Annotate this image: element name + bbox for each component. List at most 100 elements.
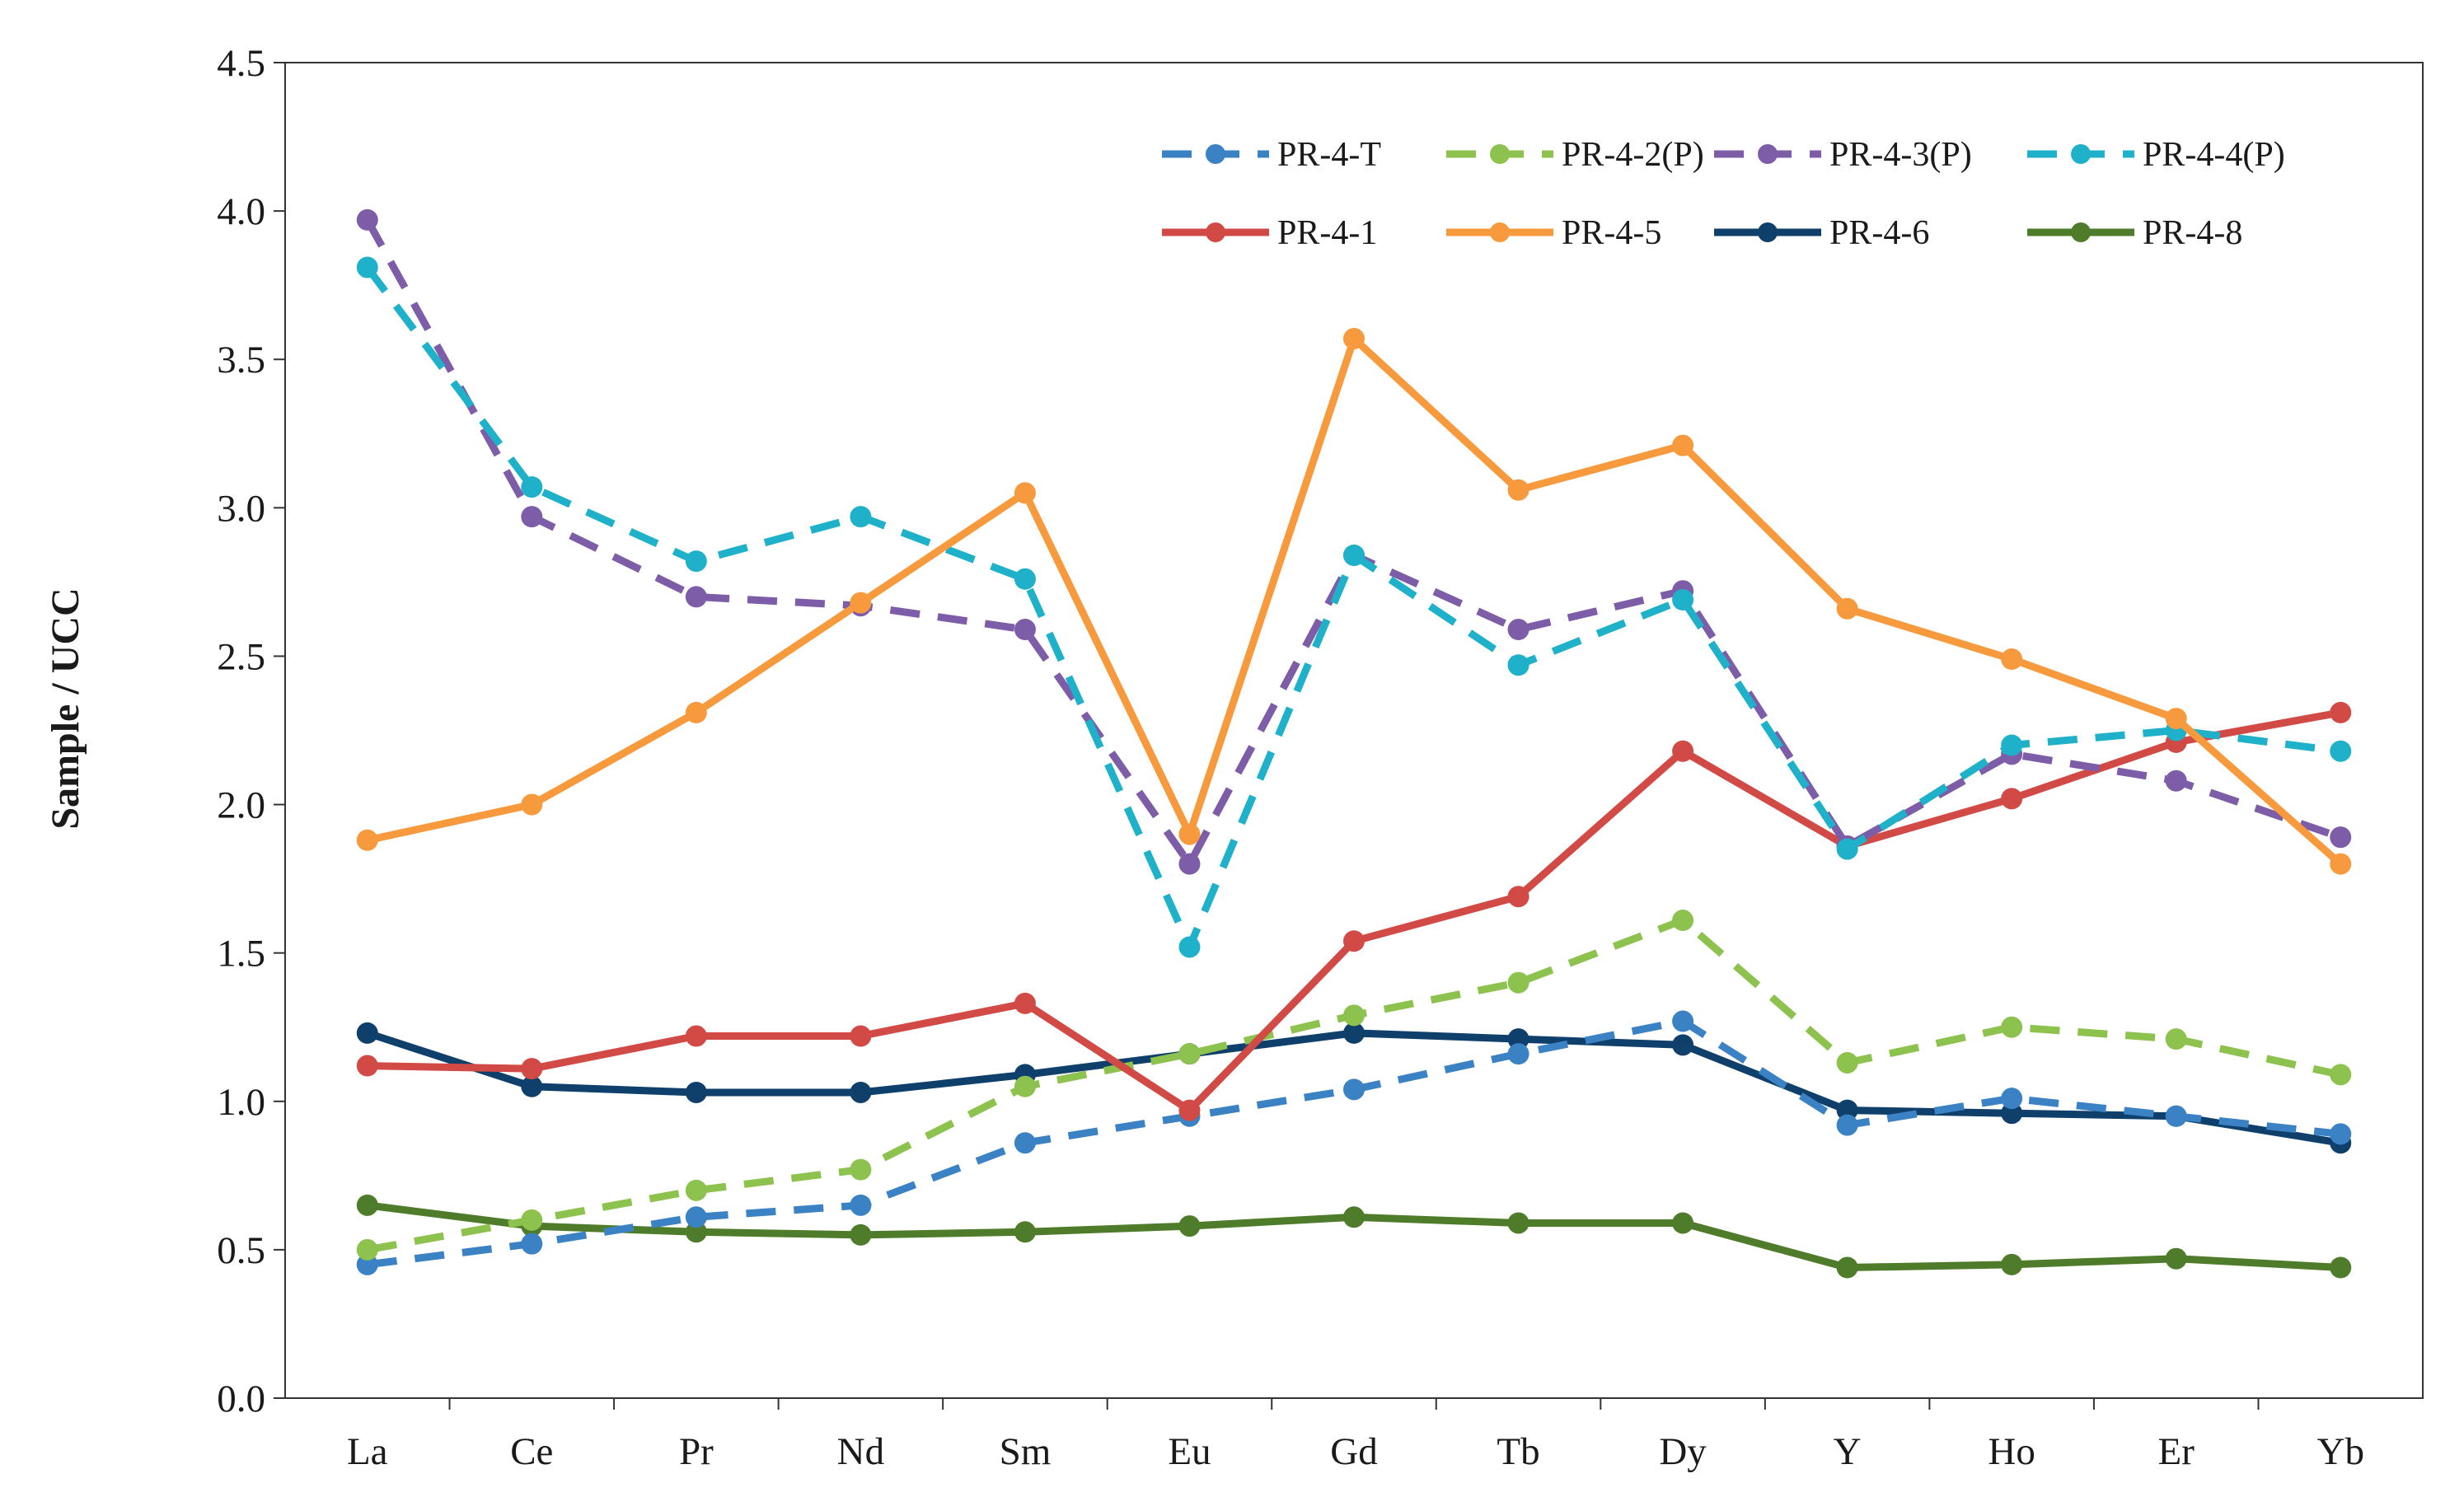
y-tick-label: 1.0 bbox=[217, 1081, 265, 1124]
data-point bbox=[685, 550, 707, 573]
legend-item: PR-4-1 bbox=[1162, 214, 1377, 252]
data-point bbox=[1672, 910, 1694, 932]
data-point bbox=[356, 1022, 378, 1044]
legend-label: PR-4-3(P) bbox=[1829, 136, 1972, 174]
legend-label: PR-4-5 bbox=[1562, 214, 1661, 252]
y-tick-label: 3.0 bbox=[217, 487, 265, 530]
data-point bbox=[356, 1055, 378, 1077]
data-point bbox=[2165, 1105, 2187, 1127]
data-point bbox=[521, 1233, 543, 1255]
y-tick-label: 3.5 bbox=[217, 339, 265, 381]
data-point bbox=[2330, 826, 2352, 849]
data-point bbox=[1836, 1051, 1858, 1074]
data-point bbox=[1014, 1221, 1036, 1243]
x-tick-label: Yb bbox=[2317, 1430, 2364, 1473]
data-point bbox=[1178, 823, 1201, 845]
data-point bbox=[850, 1081, 872, 1103]
y-tick-label: 4.0 bbox=[217, 190, 265, 233]
data-point bbox=[521, 1209, 543, 1231]
y-tick-label: 2.5 bbox=[217, 635, 265, 678]
legend-swatch-marker bbox=[1206, 144, 1225, 164]
data-point bbox=[1836, 838, 1858, 860]
legend-swatch-marker bbox=[1490, 222, 1510, 242]
data-point bbox=[2165, 770, 2187, 792]
data-point bbox=[1343, 544, 1365, 566]
data-point bbox=[1014, 1075, 1036, 1097]
series-layer bbox=[356, 208, 2352, 1279]
data-point bbox=[1672, 1212, 1694, 1234]
data-point bbox=[2330, 1064, 2352, 1086]
data-point bbox=[1836, 1256, 1858, 1279]
data-point bbox=[2330, 740, 2352, 762]
data-point bbox=[1672, 1010, 1694, 1032]
data-point bbox=[850, 1223, 872, 1246]
y-tick-label: 4.5 bbox=[217, 42, 265, 85]
x-tick-label: La bbox=[347, 1430, 388, 1473]
data-point bbox=[850, 1025, 872, 1047]
legend-swatch-marker bbox=[1206, 222, 1225, 242]
y-tick-label: 1.5 bbox=[217, 933, 265, 975]
data-point bbox=[356, 1253, 378, 1275]
data-point bbox=[1014, 568, 1036, 590]
data-point bbox=[356, 829, 378, 851]
data-point bbox=[1014, 1132, 1036, 1154]
data-point bbox=[2001, 1088, 2023, 1110]
axes: 0.0 0.5 1.0 1.5 2.0 2.5 3.0 3.5 4.0 4.5 La Ce Pr Nd Sm… bbox=[217, 42, 2424, 1473]
legend-swatch-marker bbox=[2071, 222, 2091, 242]
data-point bbox=[356, 256, 378, 278]
legend-swatch-marker bbox=[2071, 144, 2091, 164]
data-point bbox=[1836, 1099, 1858, 1121]
x-tick-label: Dy bbox=[1659, 1430, 1707, 1473]
data-point bbox=[1672, 740, 1694, 762]
data-point bbox=[2165, 708, 2187, 730]
data-point bbox=[1343, 1022, 1365, 1044]
data-point bbox=[685, 1081, 707, 1103]
data-point bbox=[850, 1158, 872, 1181]
data-point bbox=[1507, 1212, 1529, 1234]
y-tick-label: 0.0 bbox=[217, 1378, 265, 1420]
data-point bbox=[1178, 1099, 1201, 1121]
data-point bbox=[2001, 734, 2023, 756]
data-point bbox=[1014, 992, 1036, 1014]
legend-swatch-marker bbox=[1758, 144, 1778, 164]
data-point bbox=[685, 1206, 707, 1228]
legend-item: PR-4-6 bbox=[1714, 214, 1929, 252]
data-point bbox=[685, 701, 707, 723]
legend-item: PR-4-T bbox=[1162, 136, 1381, 174]
legend-label: PR-4-1 bbox=[1277, 214, 1377, 252]
data-point bbox=[1178, 853, 1201, 875]
legend-swatch-marker bbox=[1758, 222, 1778, 242]
data-point bbox=[1343, 1078, 1365, 1101]
data-point bbox=[850, 506, 872, 528]
data-point bbox=[1507, 971, 1529, 994]
legend-label: PR-4-2(P) bbox=[1562, 136, 1704, 174]
data-point bbox=[2330, 853, 2352, 875]
data-point bbox=[1507, 1028, 1529, 1050]
data-point bbox=[685, 1179, 707, 1201]
data-point bbox=[1507, 619, 1529, 641]
data-point bbox=[2330, 1123, 2352, 1145]
x-tick-label: Sm bbox=[1000, 1430, 1052, 1473]
y-tick-label: 2.0 bbox=[217, 784, 265, 827]
legend-item: PR-4-5 bbox=[1446, 214, 1661, 252]
data-point bbox=[1507, 1043, 1529, 1065]
data-point bbox=[1014, 619, 1036, 641]
x-tick-label: Ce bbox=[510, 1430, 553, 1473]
plot-frame bbox=[284, 62, 2424, 1399]
x-tick-label: Gd bbox=[1330, 1430, 1377, 1473]
series-PR-4-5 bbox=[356, 328, 2352, 875]
data-point bbox=[685, 1025, 707, 1047]
data-point bbox=[2165, 1247, 2187, 1270]
data-point bbox=[1507, 654, 1529, 676]
data-point bbox=[1672, 589, 1694, 611]
data-point bbox=[2330, 1256, 2352, 1279]
data-point bbox=[2165, 1028, 2187, 1050]
data-point bbox=[521, 506, 543, 528]
y-tick-label: 0.5 bbox=[217, 1229, 265, 1272]
x-tick-label: Er bbox=[2158, 1430, 2195, 1473]
data-point bbox=[2001, 1102, 2023, 1125]
data-point bbox=[356, 208, 378, 231]
x-tick-label: Tb bbox=[1497, 1430, 1539, 1473]
x-tick-label: Y bbox=[1834, 1430, 1862, 1473]
